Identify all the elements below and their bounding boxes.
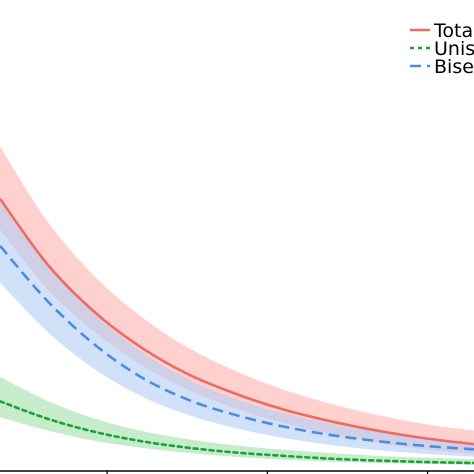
confidence-bands <box>0 146 474 465</box>
legend-label-bisexual: Bisexual <box>434 56 474 78</box>
band-bisexual <box>0 202 474 457</box>
band-unisexual <box>0 376 474 465</box>
series-line-bisexual <box>0 245 474 451</box>
legend: TotalUnisexualBisexual <box>410 20 474 78</box>
legend-label-total: Total <box>433 20 474 42</box>
legend-label-unisexual: Unisexual <box>434 38 474 60</box>
band-total <box>0 146 474 455</box>
series-line-unisexual <box>0 399 474 465</box>
series-lines <box>0 197 474 465</box>
series-line-total <box>0 197 474 446</box>
